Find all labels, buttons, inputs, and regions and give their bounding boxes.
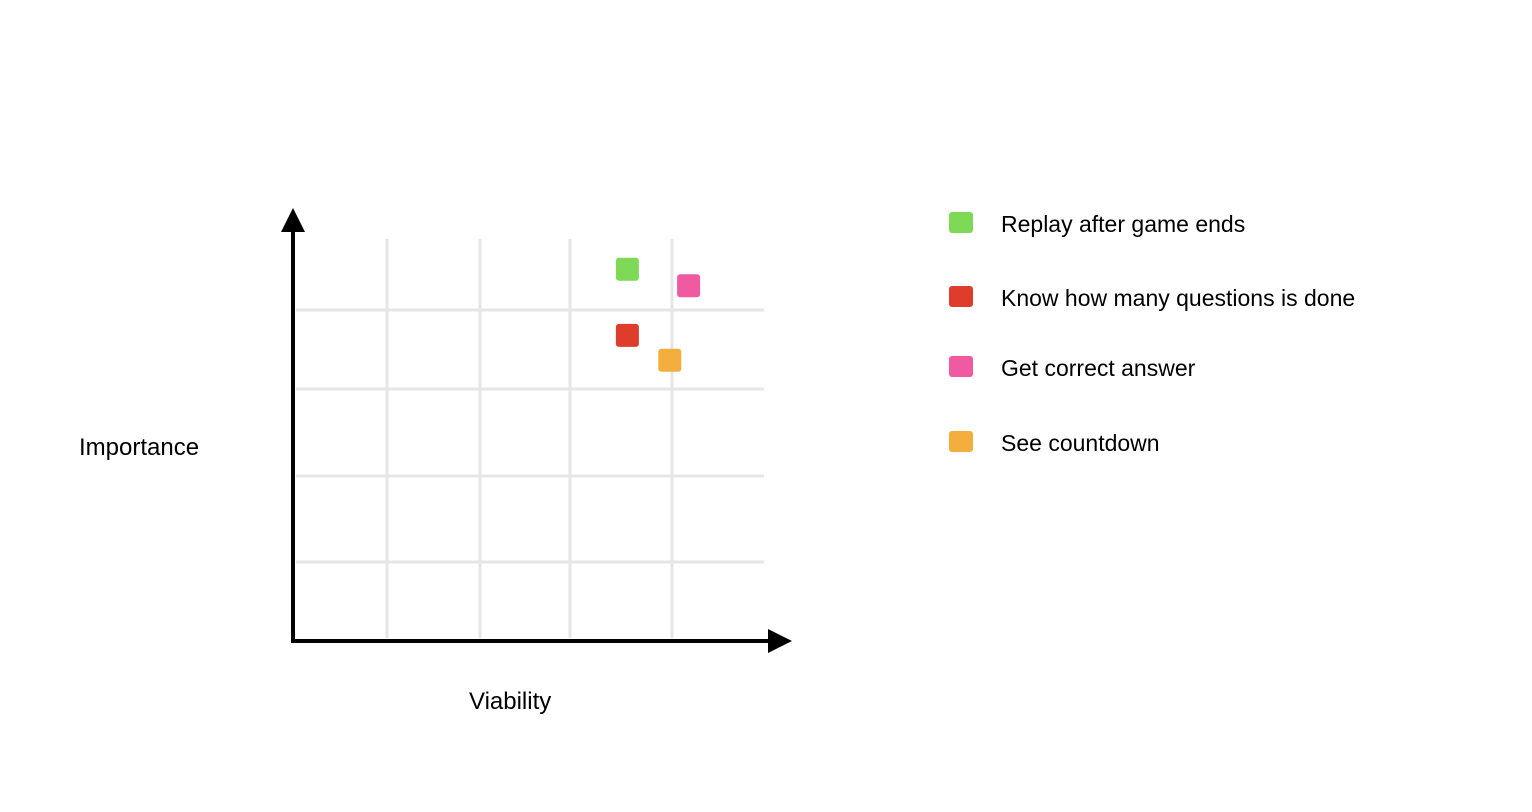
legend-item: Replay after game ends	[949, 208, 1509, 238]
legend-swatch	[949, 356, 973, 377]
data-point	[677, 274, 701, 298]
legend-label: See countdown	[1001, 430, 1160, 456]
y-axis-label: Importance	[79, 434, 200, 461]
x-axis-label: Viability	[469, 688, 552, 715]
legend-swatch	[949, 286, 973, 307]
data-points	[615, 257, 701, 372]
y-axis-arrow	[281, 208, 305, 232]
grid	[296, 239, 764, 638]
legend-item: Know how many questions is done	[949, 282, 1509, 312]
data-point	[658, 348, 682, 372]
legend-item: Get correct answer	[949, 352, 1509, 382]
legend-label: Know how many questions is done	[1001, 285, 1356, 311]
x-axis-arrow	[768, 629, 792, 653]
legend-label: Replay after game ends	[1001, 211, 1246, 237]
data-point	[615, 257, 639, 281]
legend-item: See countdown	[949, 427, 1509, 457]
legend-swatch	[949, 431, 973, 452]
axes	[281, 208, 792, 653]
legend-label: Get correct answer	[1001, 355, 1196, 381]
legend-swatch	[949, 212, 973, 233]
data-point	[615, 323, 639, 347]
